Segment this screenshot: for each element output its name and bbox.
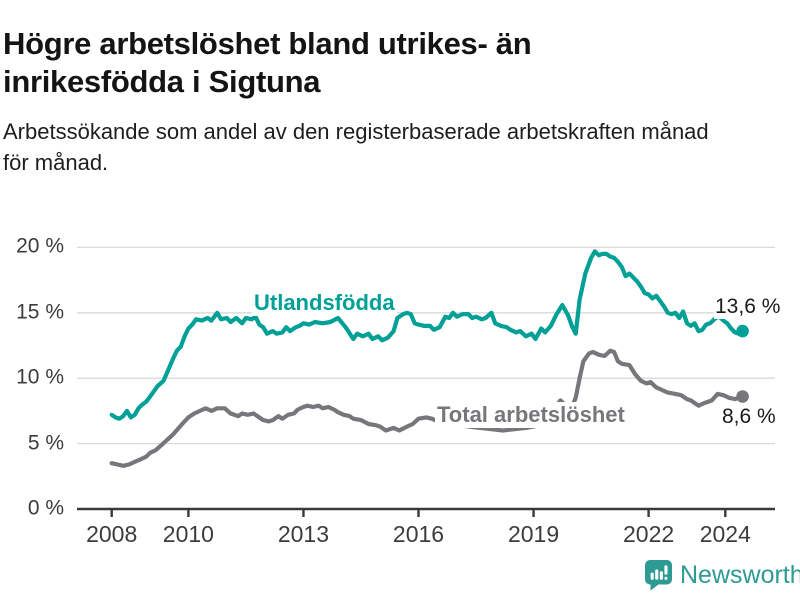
total-line	[109, 348, 745, 468]
end-value-label-utlandsfodda: 13,6 %	[714, 295, 782, 319]
x-axis-label-2024: 2024	[699, 521, 751, 547]
utlandsfodda-end-dot	[736, 324, 749, 338]
newsworthy-logo: Newsworthy	[644, 559, 800, 591]
end-value-label-total: 8,6 %	[721, 405, 777, 429]
newsworthy-wordmark: Newsworthy	[680, 560, 800, 589]
y-axis-label-15: 15 %	[16, 300, 64, 324]
series-label-utlandsfodda: Utlandsfödda	[252, 290, 397, 316]
page-title: Högre arbetslöshet bland utrikes- än inr…	[3, 25, 532, 101]
x-axis-label-2010: 2010	[162, 521, 214, 547]
chart-subtitle-line-2: för månad.	[3, 150, 109, 175]
x-axis-label-2016: 2016	[392, 521, 445, 547]
bar-chart-speech-bubble-icon	[644, 559, 673, 591]
x-axis-label-2019: 2019	[507, 521, 560, 547]
y-axis-label-5: 5 %	[27, 431, 64, 455]
x-axis-label-2008: 2008	[86, 521, 138, 547]
page-title-line-2: inrikesfödda i Sigtuna	[3, 63, 321, 99]
chart-subtitle-line-1: Arbetssökande som andel av den registerb…	[3, 119, 709, 144]
chart-subtitle: Arbetssökande som andel av den registerb…	[3, 116, 709, 178]
y-axis-label-0: 0 %	[27, 496, 64, 520]
series-label-total: Total arbetslöshet	[435, 402, 627, 428]
utlandsfodda-line	[109, 249, 745, 421]
y-axis-label-20: 20 %	[16, 234, 64, 258]
x-axis-label-2022: 2022	[623, 521, 675, 547]
page-title-line-1: Högre arbetslöshet bland utrikes- än	[3, 25, 532, 61]
x-axis-label-2013: 2013	[277, 521, 330, 547]
y-axis-label-10: 10 %	[16, 365, 64, 389]
total-end-dot	[736, 390, 749, 403]
